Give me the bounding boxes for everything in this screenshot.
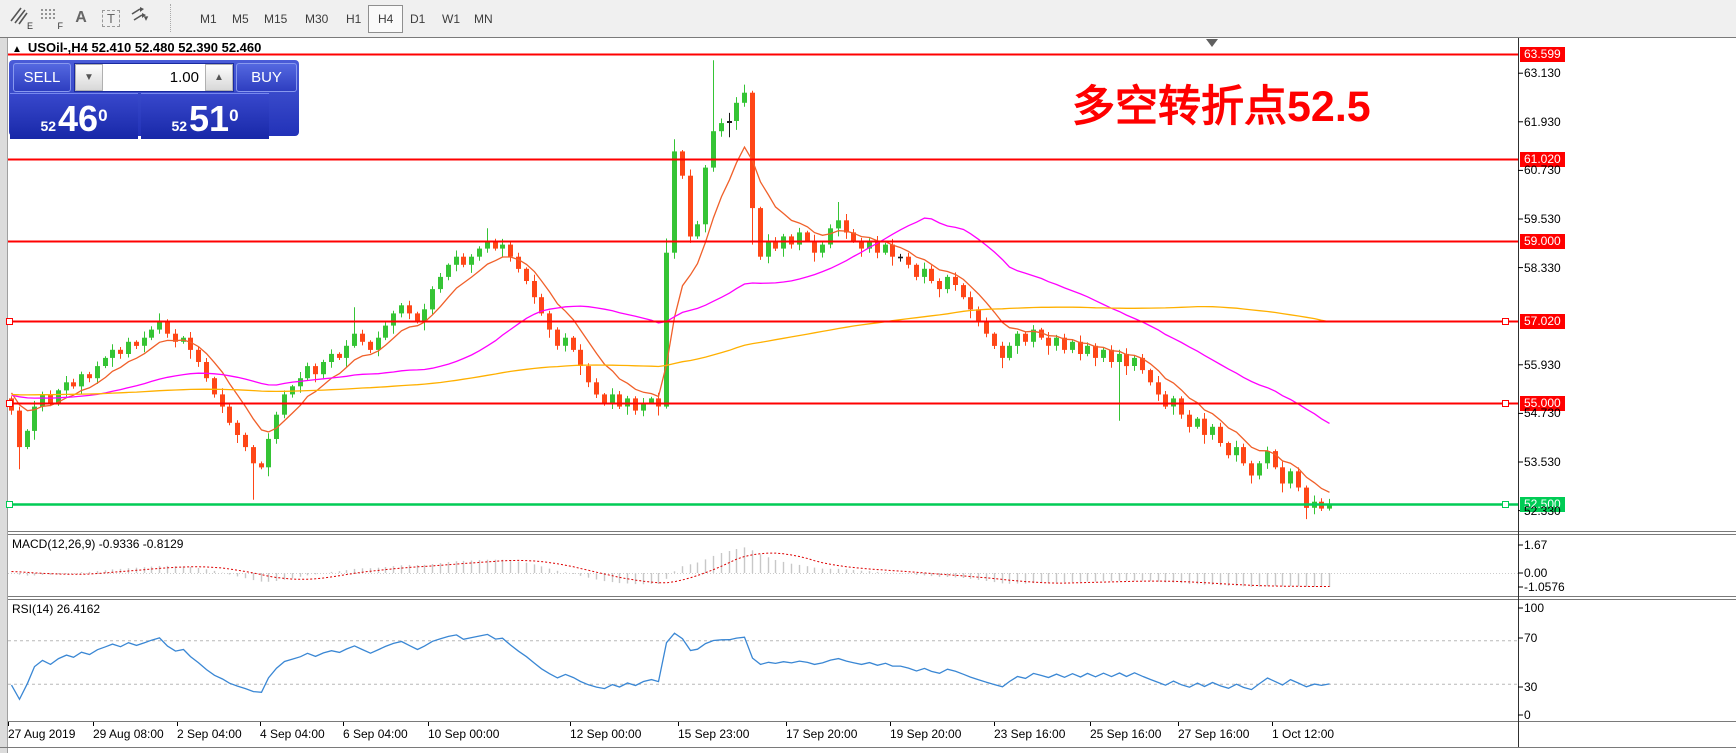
time-axis-label: 17 Sep 20:00 [786,727,858,741]
level-lines[interactable] [6,53,1519,508]
price-level-badge: 57.020 [1520,313,1565,329]
buy-price-display[interactable]: 52 51 0 [141,93,269,139]
timeframe-button-mn[interactable]: MN [474,12,493,26]
line-handle[interactable] [1502,318,1509,325]
ma-120-line[interactable] [11,305,1330,396]
buy-price-prefix: 52 [171,118,188,134]
buy-price-main: 51 [189,98,230,139]
rsi-line [10,632,1330,701]
macd-histogram [10,547,1331,588]
price-axis-label: 53.530 [1524,455,1561,470]
price-axis-label: 61.930 [1524,114,1561,129]
time-axis-label: 29 Aug 08:00 [93,727,164,741]
rsi-value: 26.4162 [56,602,101,616]
chart-shift-marker-icon[interactable] [1206,39,1218,47]
price-level-badge: 59.000 [1520,233,1565,249]
timeframe-button-d1[interactable]: D1 [410,12,426,26]
line-handle[interactable] [6,501,13,508]
icon-sub-e: E [26,21,33,31]
macd-axis-label: -1.0576 [1524,580,1565,594]
time-axis-label: 27 Aug 2019 [8,727,76,741]
rsi-label: RSI(14) 26.4162 [12,602,101,616]
time-axis-label: 12 Sep 00:00 [570,727,642,741]
sell-price-pip: 0 [98,106,108,125]
icon-sub-f: F [57,21,64,31]
rsi-axis-label: 70 [1524,631,1538,645]
timeframe-button-m15[interactable]: M15 [264,12,288,26]
ma-8-line[interactable] [10,145,1330,493]
rsi-axis-label: 100 [1524,601,1545,615]
text-label-icon[interactable]: A [75,9,87,26]
hatch-draw-icon[interactable]: E [8,5,34,31]
time-axis-label: 10 Sep 00:00 [428,727,500,741]
buy-price-pip: 0 [229,106,239,125]
arrange-arrows-icon[interactable]: ▾ [128,5,164,31]
price-axis-label: 58.330 [1524,260,1561,275]
time-axis-label: 25 Sep 16:00 [1090,727,1162,741]
time-axis-label: 27 Sep 16:00 [1178,727,1250,741]
buy-button[interactable]: BUY [236,63,297,92]
volume-stepper: ▼ 1.00 ▲ [74,63,234,92]
price-axis-label: 54.730 [1524,406,1561,421]
line-handle[interactable] [6,400,13,407]
price-level-badge: 55.000 [1520,395,1565,411]
volume-decrease-button[interactable]: ▼ [75,64,103,91]
timeframe-button-m5[interactable]: M5 [232,12,249,26]
line-handle[interactable] [1502,400,1509,407]
price-axis-label: 52.330 [1524,503,1561,518]
time-axis-label: 6 Sep 04:00 [343,727,408,741]
price-level-badge: 52.500 [1520,496,1565,512]
macd-label: MACD(12,26,9) -0.9336 -0.8129 [12,537,184,551]
line-handle[interactable] [6,318,13,325]
symbol-quote-text: USOil-,H4 52.410 52.480 52.390 52.460 [27,40,262,55]
sell-price-prefix: 52 [40,118,57,134]
macd-signal-line [11,552,1330,587]
grid-draw-icon[interactable]: F [38,5,64,31]
toolbar-separator [170,4,176,32]
price-axis-label: 55.930 [1524,357,1561,372]
volume-input[interactable]: 1.00 [169,69,199,86]
rsi-axis-label: 0 [1524,708,1531,722]
sell-price-main: 46 [58,98,99,139]
one-click-trading-panel: SELL ▼ 1.00 ▲ BUY 52 46 0 52 51 0 [9,60,299,139]
timeframe-button-w1[interactable]: W1 [442,12,460,26]
time-axis-label: 2 Sep 04:00 [177,727,242,741]
macd-axis-label: 0.00 [1524,566,1548,580]
time-axis-label: 1 Oct 12:00 [1272,727,1335,741]
collapse-triangle-icon[interactable]: ▲ [12,44,22,55]
price-axis-label: 63.130 [1524,66,1561,81]
price-axis-label: 59.530 [1524,212,1561,227]
time-axis-label: 15 Sep 23:00 [678,727,750,741]
volume-increase-button[interactable]: ▲ [205,64,233,91]
time-axis-label: 4 Sep 04:00 [260,727,325,741]
window-left-gutter [0,37,8,753]
price-axis-label: 60.730 [1524,163,1561,178]
macd-main-value: -0.9336 [98,537,140,551]
macd-axis-label: 1.67 [1524,538,1548,552]
time-axis-label: 19 Sep 20:00 [890,727,962,741]
chart-window-title: ▲ USOil-,H4 52.410 52.480 52.390 52.460 [12,40,261,55]
rsi-axis-label: 30 [1524,680,1538,694]
timeframe-button-m1[interactable]: M1 [200,12,217,26]
price-level-badge: 61.020 [1520,151,1565,167]
line-handle[interactable] [1502,501,1509,508]
candles[interactable] [9,60,1332,520]
timeframe-button-h1[interactable]: H1 [346,12,362,26]
chart-text-annotation[interactable]: 多空转折点52.5 [1072,83,1371,131]
price-level-badge: 63.599 [1520,46,1565,62]
sell-button[interactable]: SELL [13,63,71,92]
timeframe-button-m30[interactable]: M30 [305,12,329,26]
dropdown-caret-icon: ▾ [143,12,149,23]
time-axis-label: 23 Sep 16:00 [994,727,1066,741]
timeframe-button-h4[interactable]: H4 [368,5,404,33]
sell-price-display[interactable]: 52 46 0 [10,93,138,139]
textbox-icon[interactable]: T [98,5,124,31]
macd-signal-value: -0.8129 [142,537,184,551]
